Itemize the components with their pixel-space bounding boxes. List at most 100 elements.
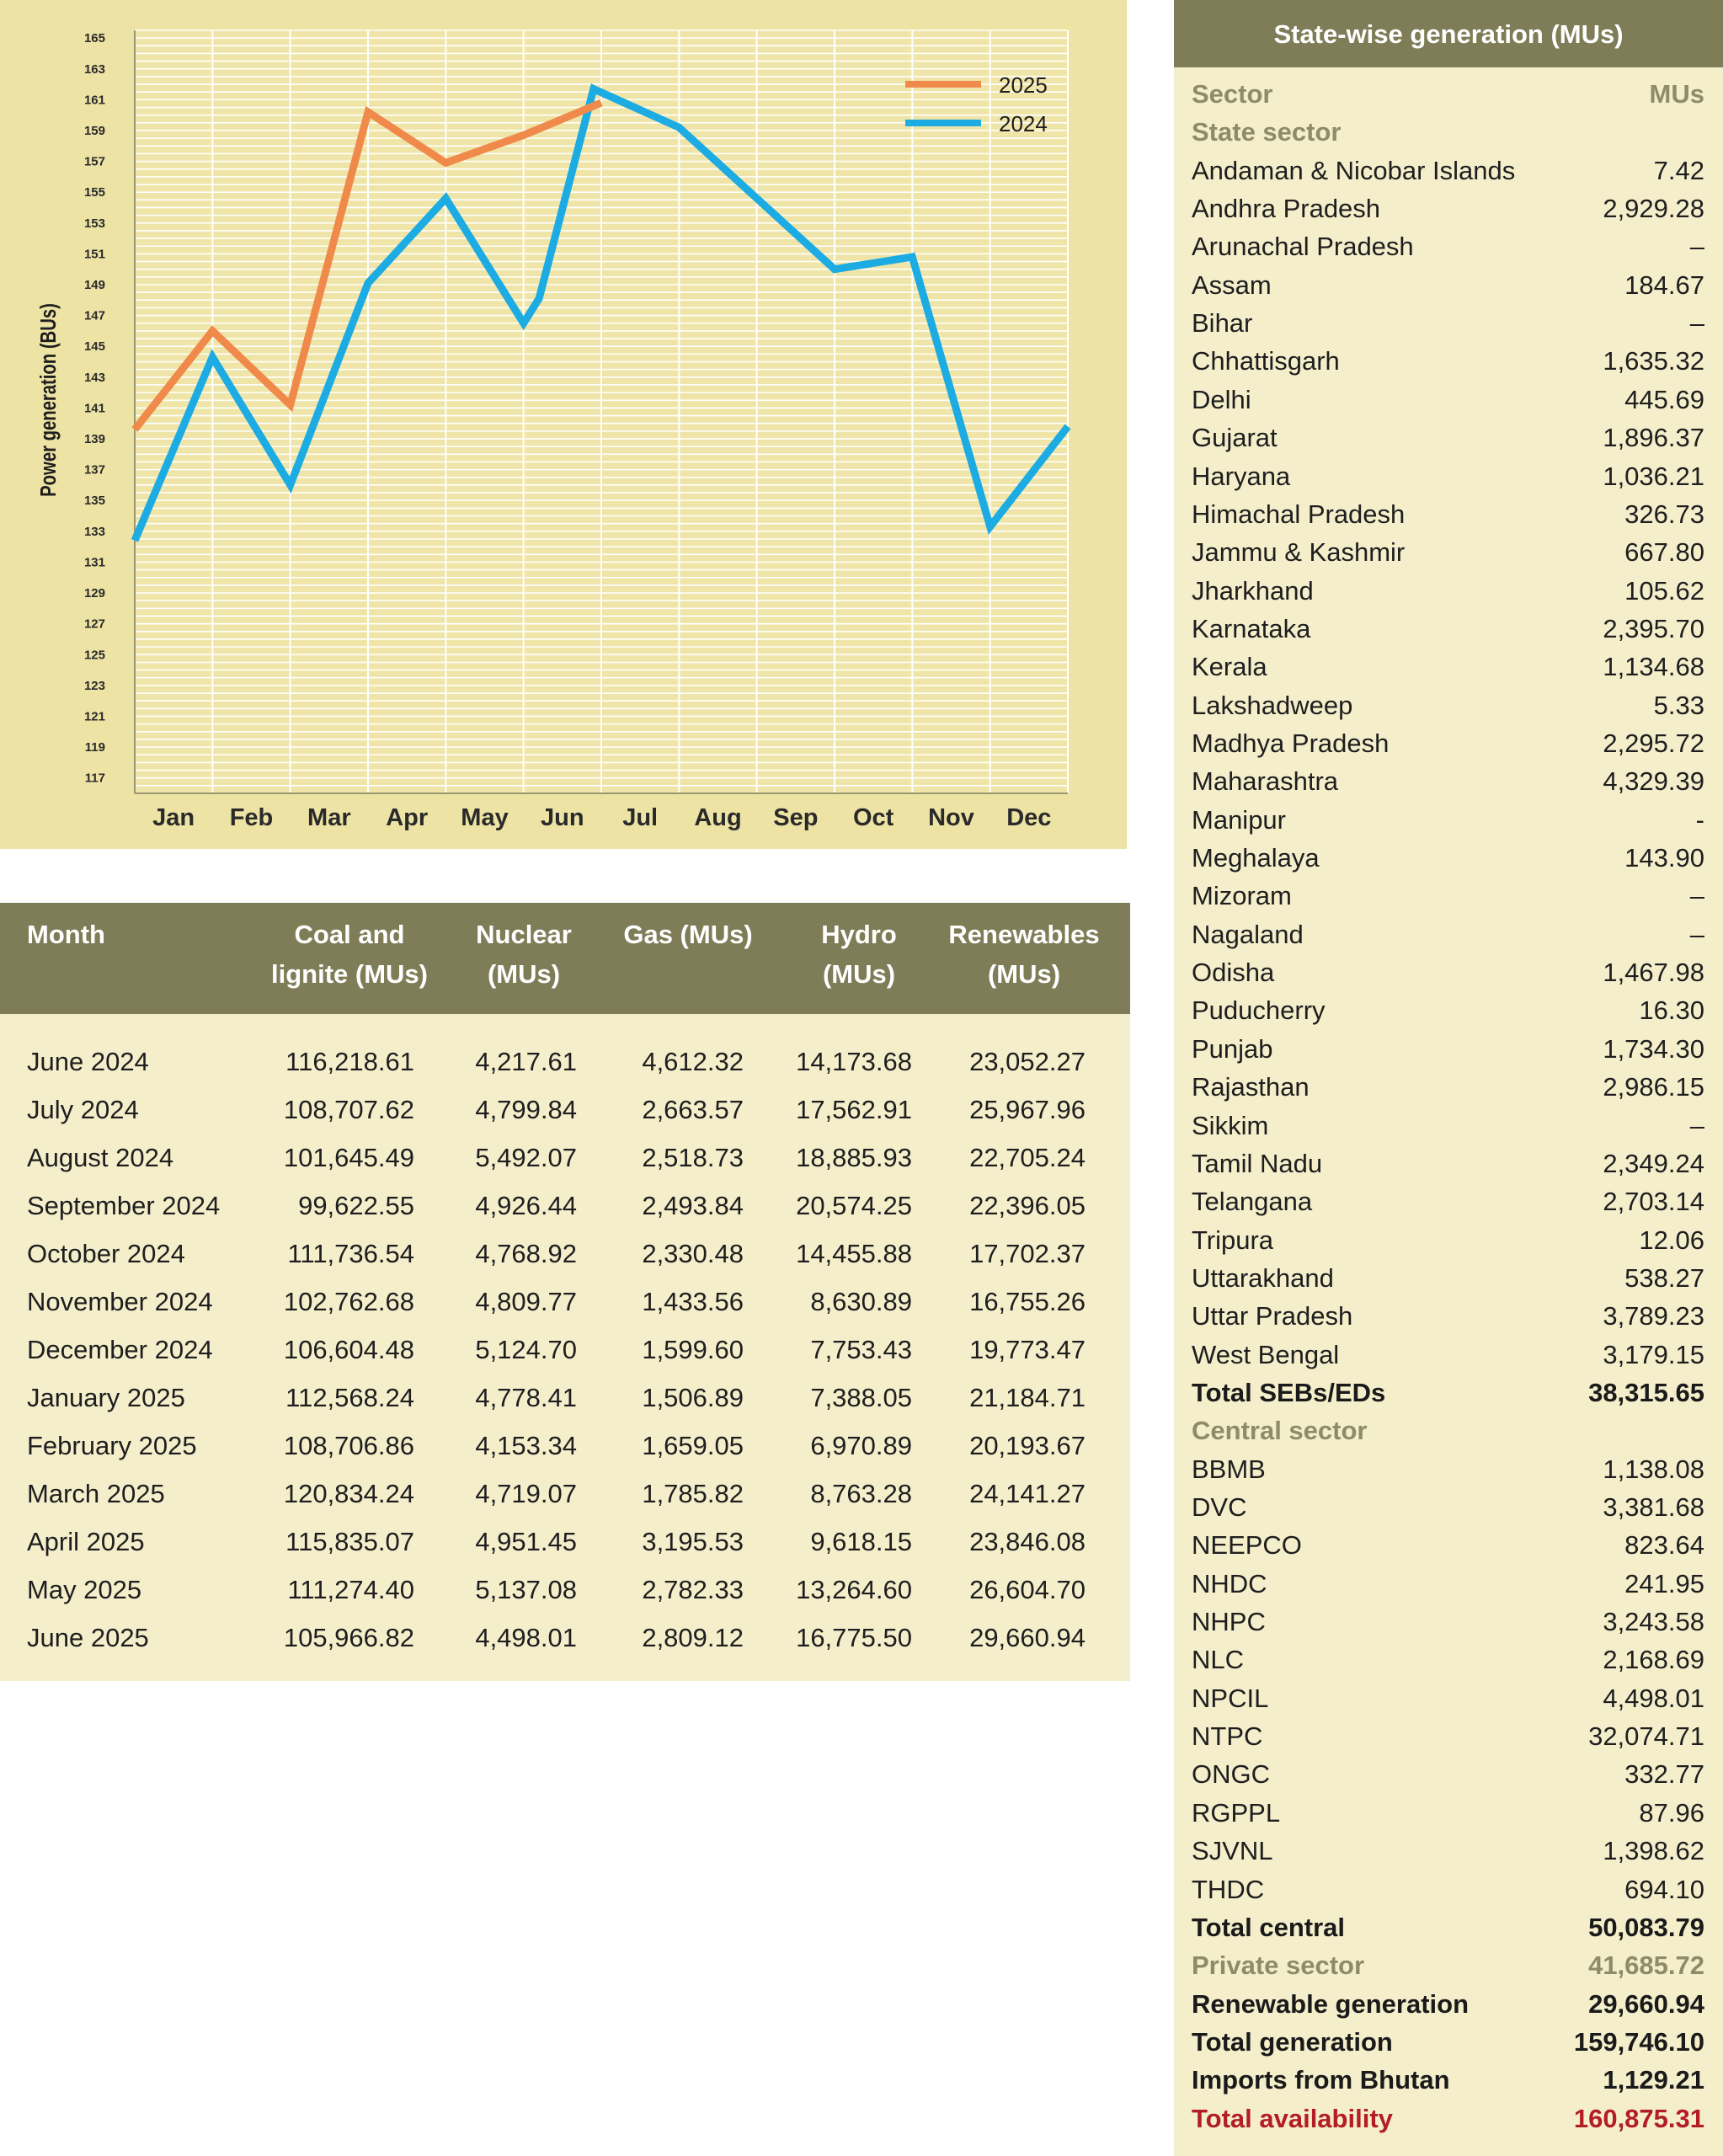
state-row-value: 2,295.72 [1603, 728, 1704, 758]
value-cell: 5,124.70 [475, 1335, 577, 1364]
state-row: NTPC 32,074.71 [1174, 1717, 1723, 1755]
state-row-name: Central sector [1192, 1416, 1368, 1446]
value-cell: 112,568.24 [285, 1383, 414, 1412]
y-tick-label: 117 [85, 771, 105, 786]
value-cell: 16,775.50 [796, 1623, 912, 1652]
state-row: Renewable generation 29,660.94 [1174, 1985, 1723, 2023]
y-tick-label: 163 [84, 62, 105, 77]
state-row: ONGC 332.77 [1174, 1755, 1723, 1793]
state-row: Total SEBs/EDs 38,315.65 [1174, 1374, 1723, 1412]
x-tick-label: Sep [773, 804, 818, 831]
legend-label-2024: 2024 [999, 111, 1048, 136]
column-header-line: Hydro [821, 920, 897, 949]
state-row-name: Gujarat [1192, 423, 1278, 453]
state-table-title: State-wise generation (MUs) [1174, 0, 1723, 67]
value-cell: 2,518.73 [642, 1143, 744, 1172]
state-row-name: Bihar [1192, 308, 1253, 339]
value-cell: 13,264.60 [796, 1575, 912, 1604]
table-row: February 2025 108,706.86 4,153.34 1,659.05 6… [0, 1422, 1130, 1470]
value-cell: 105,966.82 [283, 1623, 414, 1652]
column-header: Month [27, 915, 105, 994]
state-row-name: Jharkhand [1192, 575, 1314, 606]
value-cell: 1,659.05 [642, 1431, 744, 1460]
state-row-value: 2,395.70 [1603, 613, 1704, 643]
state-row-name: Sector [1192, 79, 1273, 109]
state-row: Puducherry 16.30 [1174, 991, 1723, 1029]
state-row: Arunachal Pradesh – [1174, 227, 1723, 265]
value-cell: 18,885.93 [796, 1143, 912, 1172]
column-header-line: Renewables [948, 920, 1100, 949]
state-row-name: Rajasthan [1192, 1072, 1310, 1102]
state-row-name: ONGC [1192, 1759, 1270, 1790]
state-row: Himachal Pradesh 326.73 [1174, 495, 1723, 533]
value-cell: 4,217.61 [475, 1047, 577, 1076]
state-row-name: Arunachal Pradesh [1192, 232, 1414, 262]
column-header-line [27, 954, 105, 994]
x-tick-label: Jun [541, 804, 584, 831]
state-row: Sector MUs [1174, 75, 1723, 113]
table-row: September 2024 99,622.55 4,926.44 2,493.84 2… [0, 1182, 1130, 1230]
state-row-name: SJVNL [1192, 1836, 1273, 1866]
state-wise-generation-table: State-wise generation (MUs) Sector MUs Sta… [1174, 0, 1723, 2156]
value-cell: 26,604.70 [969, 1575, 1086, 1604]
state-row-name: Tripura [1192, 1225, 1274, 1255]
y-tick-label: 159 [84, 124, 105, 138]
x-tick-label: Nov [928, 804, 974, 831]
state-row: Andhra Pradesh 2,929.28 [1174, 189, 1723, 227]
state-row-name: Andhra Pradesh [1192, 194, 1381, 224]
state-row: SJVNL 1,398.62 [1174, 1832, 1723, 1870]
state-row-value: 2,929.28 [1603, 194, 1704, 224]
column-header: Coal and lignite (MUs) [223, 915, 476, 994]
state-row-name: Kerala [1192, 652, 1267, 682]
value-cell: 6,970.89 [810, 1431, 912, 1460]
state-row-value: 3,179.15 [1603, 1339, 1704, 1369]
table-row: April 2025 115,835.07 4,951.45 3,195.53 9,61… [0, 1518, 1130, 1566]
month-cell: September 2024 [27, 1191, 221, 1220]
state-row-name: Lakshadweep [1192, 690, 1353, 720]
value-cell: 108,707.62 [283, 1095, 414, 1124]
column-header: Nuclear (MUs) [397, 915, 650, 994]
state-row: Maharashtra 4,329.39 [1174, 762, 1723, 800]
state-row-value: - [1695, 804, 1704, 835]
state-row-value: 4,329.39 [1603, 766, 1704, 797]
value-cell: 1,506.89 [642, 1383, 744, 1412]
x-tick-label: Aug [694, 804, 741, 831]
state-row-name: NHDC [1192, 1568, 1267, 1598]
month-cell: June 2025 [27, 1623, 149, 1652]
state-row: Tamil Nadu 2,349.24 [1174, 1145, 1723, 1182]
table-row: July 2024 108,707.62 4,799.84 2,663.57 17,56… [0, 1086, 1130, 1134]
state-row: DVC 3,381.68 [1174, 1488, 1723, 1526]
series-line-2025 [131, 99, 603, 432]
state-row-value: 105.62 [1624, 575, 1704, 606]
state-row: NEEPCO 823.64 [1174, 1526, 1723, 1564]
column-header-line: lignite (MUs) [271, 959, 428, 989]
state-row-name: Andaman & Nicobar Islands [1192, 155, 1516, 185]
state-row: NHDC 241.95 [1174, 1565, 1723, 1603]
value-cell: 17,702.37 [969, 1239, 1086, 1268]
value-cell: 19,773.47 [969, 1335, 1086, 1364]
value-cell: 7,753.43 [810, 1335, 912, 1364]
monthly-table-header: Month Coal and lignite (MUs) Nuclear (MUs) Ga… [0, 903, 1130, 1014]
state-row: Manipur - [1174, 801, 1723, 839]
state-row-value: 2,703.14 [1603, 1187, 1704, 1217]
state-row: Sikkim – [1174, 1107, 1723, 1145]
state-row-value: 1,467.98 [1603, 958, 1704, 987]
state-row-name: Private sector [1192, 1951, 1365, 1981]
y-tick-label: 151 [84, 247, 105, 261]
state-row-value: – [1689, 919, 1704, 949]
column-header-line: Nuclear [476, 920, 572, 949]
y-tick-label: 161 [84, 93, 105, 107]
state-row-name: NEEPCO [1192, 1530, 1302, 1561]
legend-label-2025: 2025 [999, 72, 1048, 98]
value-cell: 4,498.01 [475, 1623, 577, 1652]
state-row-name: Delhi [1192, 384, 1251, 414]
x-tick-label: Jan [152, 804, 195, 831]
state-row-value: 1,138.08 [1603, 1454, 1704, 1484]
state-row: Karnataka 2,395.70 [1174, 610, 1723, 648]
state-row-value: 1,734.30 [1603, 1033, 1704, 1064]
state-row-name: Telangana [1192, 1187, 1313, 1217]
value-cell: 4,809.77 [475, 1287, 577, 1316]
state-row-value: 3,381.68 [1603, 1492, 1704, 1522]
state-row-value: 29,660.94 [1588, 1988, 1704, 2019]
state-row-name: DVC [1192, 1492, 1247, 1522]
